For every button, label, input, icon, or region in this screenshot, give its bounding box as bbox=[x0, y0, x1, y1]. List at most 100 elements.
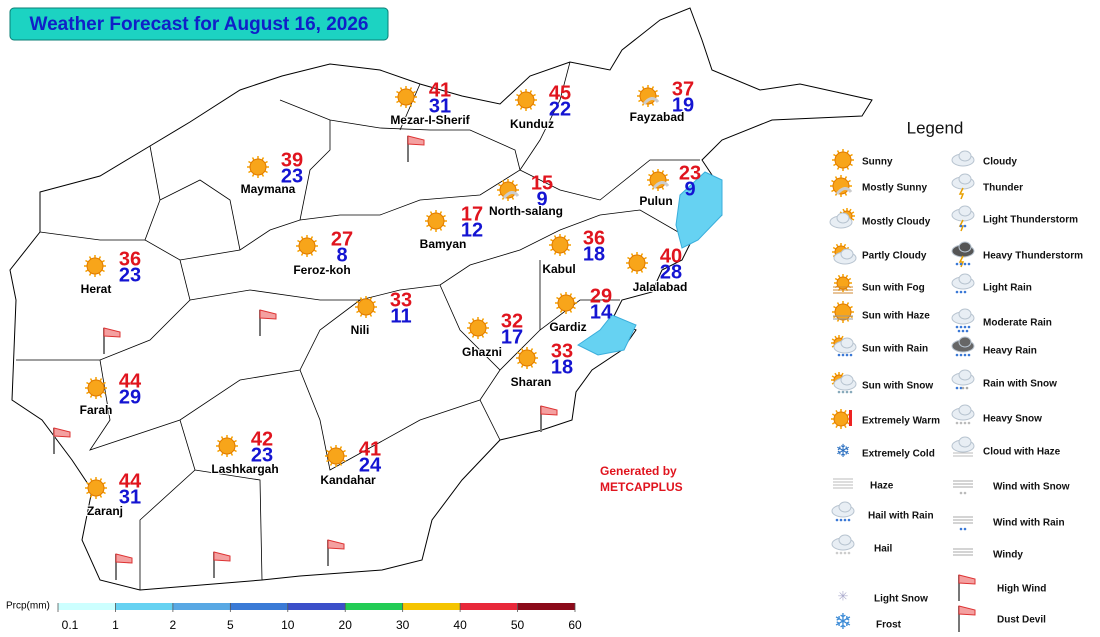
sun-ray bbox=[439, 211, 443, 215]
cloud bbox=[838, 534, 852, 546]
weather-icon bbox=[951, 369, 975, 390]
drop bbox=[959, 527, 963, 531]
sun bbox=[397, 88, 415, 106]
weather-icon bbox=[555, 292, 577, 314]
legend-label: Moderate Rain bbox=[983, 318, 1052, 329]
weather-icon bbox=[85, 477, 107, 499]
temp-min: 9 bbox=[684, 178, 695, 200]
sun-ray bbox=[251, 173, 255, 177]
windsock bbox=[540, 405, 558, 416]
snowflake: ❄ bbox=[834, 609, 852, 634]
weather-icon bbox=[831, 409, 852, 429]
sun-ray bbox=[840, 372, 844, 377]
title: Weather Forecast for August 16, 2026 bbox=[30, 14, 369, 35]
weather-icon bbox=[53, 427, 71, 454]
weather-icon bbox=[647, 169, 670, 191]
weather-icon bbox=[831, 501, 855, 522]
temp-max: 36 bbox=[119, 248, 141, 270]
cloud bbox=[958, 173, 972, 185]
sun-ray bbox=[553, 235, 557, 239]
precip-tick-label: 50 bbox=[511, 618, 525, 632]
temp-max: 44 bbox=[119, 470, 142, 492]
cloud bbox=[840, 374, 854, 386]
cloud bbox=[958, 336, 972, 348]
temp-max: 44 bbox=[119, 370, 142, 392]
bolt bbox=[958, 255, 965, 268]
weather-icon bbox=[832, 301, 854, 323]
drop bbox=[959, 325, 963, 329]
city-name: Mezar-I-Sherif bbox=[390, 113, 470, 127]
temp-min: 22 bbox=[549, 98, 571, 120]
sun bbox=[427, 212, 445, 230]
cloud bbox=[836, 212, 850, 224]
sun-ray bbox=[233, 449, 237, 453]
thermo bbox=[849, 410, 852, 426]
temp-min: 29 bbox=[119, 386, 141, 408]
drop bbox=[963, 262, 967, 266]
city-name: Sharan bbox=[511, 375, 552, 389]
city-name: Pulun bbox=[639, 194, 672, 208]
windsock bbox=[115, 553, 133, 564]
drop bbox=[845, 353, 849, 357]
weather-icon bbox=[951, 150, 975, 167]
city-name: Jalalabad bbox=[633, 280, 688, 294]
drop bbox=[849, 353, 853, 357]
sun bbox=[517, 91, 535, 109]
cloud bbox=[958, 308, 972, 320]
temp-max: 40 bbox=[660, 245, 682, 267]
credit: Generated by bbox=[600, 464, 677, 478]
drop bbox=[847, 551, 851, 555]
precip-swatch bbox=[402, 603, 461, 610]
weather-icon bbox=[951, 205, 975, 232]
legend-label: Mostly Cloudy bbox=[862, 217, 931, 228]
weather-icon bbox=[832, 243, 857, 265]
weather-icon bbox=[958, 605, 976, 632]
city-name: Gardiz bbox=[549, 320, 586, 334]
city-name: Feroz-koh bbox=[293, 263, 350, 277]
weather-icon: ❄ bbox=[835, 441, 850, 461]
windsock bbox=[53, 427, 71, 438]
sun-ray bbox=[843, 243, 847, 248]
precip-swatch bbox=[230, 603, 288, 610]
temp-min: 28 bbox=[660, 261, 682, 283]
precip-swatch bbox=[172, 603, 231, 610]
sun-ray bbox=[429, 227, 433, 231]
weather-icon bbox=[259, 309, 277, 336]
sun bbox=[628, 254, 646, 272]
legend-label: Sun with Snow bbox=[862, 381, 933, 392]
drop bbox=[959, 353, 963, 357]
weather-icon bbox=[953, 516, 973, 531]
legend-label: Light Snow bbox=[874, 594, 928, 605]
sun bbox=[832, 177, 850, 195]
legend-label: Sunny bbox=[862, 157, 893, 168]
legend-label: Frost bbox=[876, 620, 902, 631]
precip-swatch bbox=[58, 603, 116, 610]
weather-icon bbox=[425, 210, 447, 232]
sun-ray bbox=[661, 186, 665, 190]
temp-min: 18 bbox=[551, 356, 573, 378]
drop bbox=[967, 325, 971, 329]
weather-icon bbox=[327, 539, 345, 566]
temp-min: 9 bbox=[536, 188, 547, 210]
weather-icon bbox=[407, 135, 425, 162]
sun-ray bbox=[511, 180, 515, 184]
legend-label: Extremely Cold bbox=[862, 449, 935, 460]
legend-label: Sun with Fog bbox=[862, 283, 925, 294]
weather-icon bbox=[515, 89, 537, 111]
city-name: Lashkargah bbox=[211, 462, 278, 476]
windsock bbox=[958, 605, 976, 616]
temp-max: 32 bbox=[501, 310, 523, 332]
windsock bbox=[213, 551, 231, 562]
drop bbox=[963, 290, 967, 294]
precip-area bbox=[675, 171, 723, 249]
drop bbox=[965, 386, 969, 390]
sun bbox=[499, 181, 517, 199]
sun-ray bbox=[844, 192, 848, 196]
city-name: Herat bbox=[81, 282, 112, 296]
temp-min: 23 bbox=[119, 264, 141, 286]
drop bbox=[955, 421, 959, 425]
precip-area bbox=[577, 314, 637, 356]
legend-label: Sun with Rain bbox=[862, 344, 928, 355]
sun-ray bbox=[310, 252, 314, 256]
drop bbox=[843, 551, 847, 555]
